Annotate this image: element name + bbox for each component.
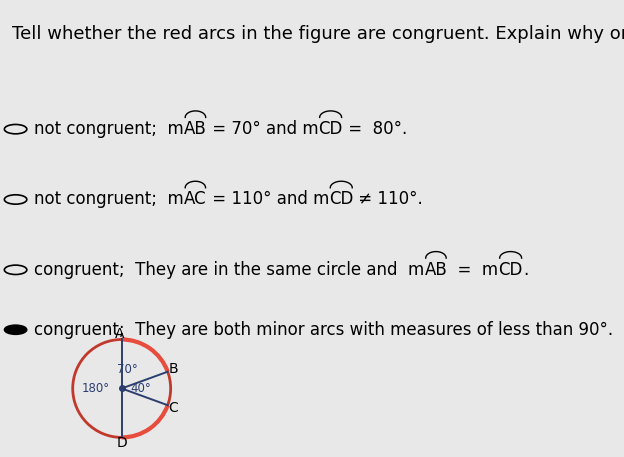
Text: not congruent;  m: not congruent; m xyxy=(34,120,184,138)
Text: =  m: = m xyxy=(447,261,499,279)
Text: ≠ 110°.: ≠ 110°. xyxy=(353,191,423,208)
Text: = 70° and m: = 70° and m xyxy=(207,120,318,138)
Text: C: C xyxy=(168,401,178,414)
Text: congruent;  They are in the same circle and  m: congruent; They are in the same circle a… xyxy=(34,261,424,279)
Text: AC: AC xyxy=(184,191,207,208)
Text: CD: CD xyxy=(318,120,343,138)
Text: Tell whether the red arcs in the figure are congruent. Explain why or why not.: Tell whether the red arcs in the figure … xyxy=(12,25,624,43)
Text: .: . xyxy=(523,261,528,279)
Text: =  80°.: = 80°. xyxy=(343,120,407,138)
Text: AB: AB xyxy=(184,120,207,138)
Circle shape xyxy=(4,325,27,335)
Text: B: B xyxy=(168,362,178,376)
Text: 40°: 40° xyxy=(130,382,150,395)
Text: AB: AB xyxy=(424,261,447,279)
Text: = 110° and m: = 110° and m xyxy=(207,191,329,208)
Text: 70°: 70° xyxy=(117,363,138,377)
Text: A: A xyxy=(114,327,124,341)
Text: CD: CD xyxy=(499,261,523,279)
Text: D: D xyxy=(116,436,127,450)
Text: not congruent;  m: not congruent; m xyxy=(34,191,184,208)
Text: congruent;  They are both minor arcs with measures of less than 90°.: congruent; They are both minor arcs with… xyxy=(34,321,613,339)
Text: 180°: 180° xyxy=(82,382,110,395)
Text: CD: CD xyxy=(329,191,353,208)
